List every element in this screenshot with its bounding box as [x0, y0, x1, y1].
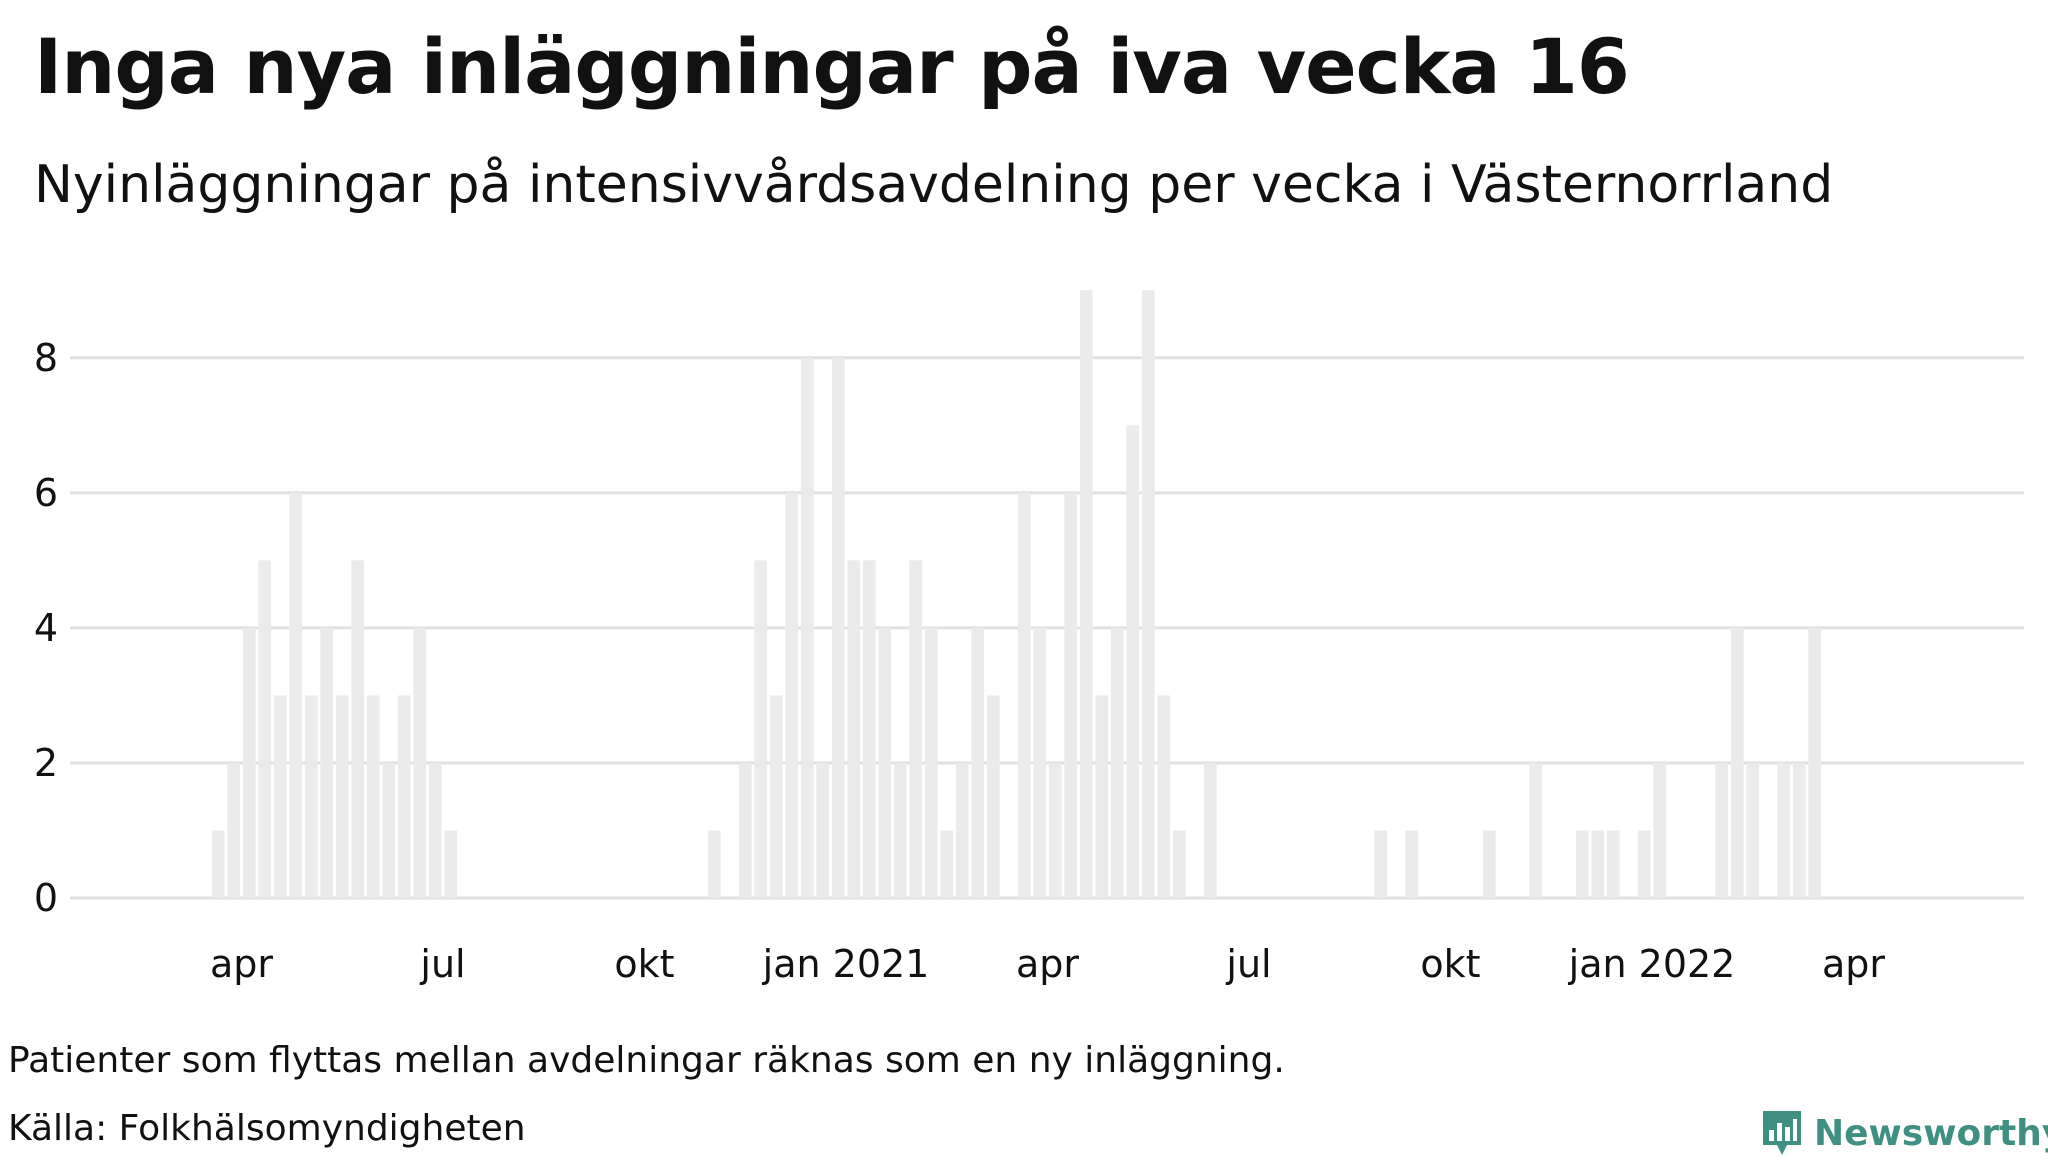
bar — [351, 560, 365, 898]
bar — [1777, 762, 1791, 898]
x-tick-label: jan 2022 — [1568, 942, 1736, 986]
bar — [366, 695, 380, 898]
bar — [1110, 627, 1124, 898]
bar — [754, 560, 768, 898]
x-tick-label: apr — [1822, 942, 1885, 986]
brand-name: Newsworthy — [1814, 1112, 2048, 1154]
bar — [1048, 762, 1062, 898]
x-tick-label: okt — [614, 942, 674, 986]
bars — [211, 290, 1822, 898]
bar — [1172, 830, 1186, 898]
bar — [1637, 830, 1651, 898]
bar-chart: 0 2 4 6 8 apr jul okt jan 2021 apr jul okt jan 2022… — [34, 290, 2024, 986]
bar — [211, 830, 225, 898]
bar — [1575, 830, 1589, 898]
bar — [816, 762, 830, 898]
bar — [971, 627, 985, 898]
bar — [924, 627, 938, 898]
bar — [1606, 830, 1620, 898]
x-axis-labels: apr jul okt jan 2021 apr jul okt jan 2022 apr — [210, 942, 1885, 986]
x-tick-label: jan 2021 — [762, 942, 930, 986]
chart-title: Inga nya inläggningar på iva vecka 16 — [34, 22, 1630, 111]
bar — [1591, 830, 1605, 898]
bar — [428, 762, 442, 898]
bar — [1064, 492, 1078, 898]
bar — [1095, 695, 1109, 898]
gridlines — [70, 356, 2024, 900]
bar — [738, 762, 752, 898]
bar — [1141, 290, 1155, 898]
y-tick-label: 8 — [34, 336, 58, 380]
bar — [1746, 762, 1760, 898]
x-tick-label: apr — [1016, 942, 1079, 986]
bar — [1792, 762, 1806, 898]
bar — [444, 830, 458, 898]
bar — [1079, 290, 1093, 898]
footnote: Patienter som flyttas mellan avdelningar… — [8, 1040, 1285, 1081]
bar — [397, 695, 411, 898]
bar — [1374, 830, 1388, 898]
bar — [1157, 695, 1171, 898]
bar — [289, 492, 303, 898]
bar — [335, 695, 349, 898]
bar — [940, 830, 954, 898]
x-tick-label: jul — [419, 942, 465, 986]
bar — [1017, 492, 1031, 898]
y-tick-label: 4 — [34, 606, 58, 650]
bar — [242, 627, 256, 898]
bar — [1033, 627, 1047, 898]
bar — [785, 492, 799, 898]
bar — [769, 695, 783, 898]
bar — [1529, 762, 1543, 898]
bar — [1126, 425, 1140, 898]
bar — [304, 695, 318, 898]
bar — [258, 560, 272, 898]
bar — [862, 560, 876, 898]
bar — [1405, 830, 1419, 898]
bar — [831, 357, 845, 898]
newsworthy-chart-icon — [1763, 1111, 1801, 1155]
chart-subtitle: Nyinläggningar på intensivvårdsavdelning… — [34, 155, 1834, 215]
bar — [1653, 762, 1667, 898]
bar — [847, 560, 861, 898]
bar — [382, 762, 396, 898]
bar — [955, 762, 969, 898]
bar — [227, 762, 241, 898]
bar — [1482, 830, 1496, 898]
bar — [273, 695, 287, 898]
y-axis-labels: 0 2 4 6 8 — [34, 336, 58, 920]
bar — [413, 627, 427, 898]
bar — [707, 830, 721, 898]
bar — [986, 695, 1000, 898]
y-tick-label: 2 — [34, 741, 58, 785]
newsworthy-logo[interactable]: Newsworthy — [1760, 1105, 2048, 1161]
bar — [909, 560, 923, 898]
x-tick-label: okt — [1420, 942, 1480, 986]
x-tick-label: jul — [1225, 942, 1271, 986]
x-tick-label: apr — [210, 942, 273, 986]
y-tick-label: 0 — [34, 876, 58, 920]
bar — [1808, 627, 1822, 898]
source-credit: Källa: Folkhälsomyndigheten — [8, 1108, 526, 1149]
bar — [878, 627, 892, 898]
bar — [800, 357, 814, 898]
bar — [320, 627, 334, 898]
bar — [1203, 762, 1217, 898]
bar — [1730, 627, 1744, 898]
bar — [1715, 762, 1729, 898]
y-tick-label: 6 — [34, 471, 58, 515]
bar — [893, 762, 907, 898]
